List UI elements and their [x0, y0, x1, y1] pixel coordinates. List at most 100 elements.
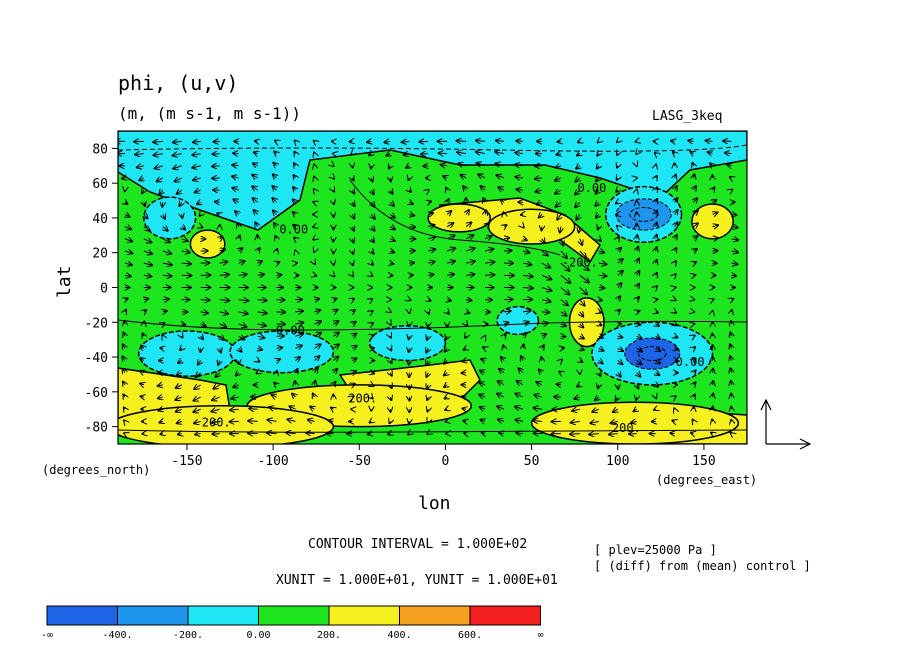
wind-vector: [579, 274, 589, 282]
colorbar-swatch: [469, 605, 541, 626]
wind-vector: [200, 300, 210, 301]
wind-vector: [675, 361, 678, 362]
wind-vector: [713, 381, 714, 385]
wind-vector: [252, 175, 257, 178]
wind-vector: [656, 324, 659, 326]
wind-vector: [352, 358, 356, 360]
wind-vector: [293, 225, 295, 227]
wind-vector: [213, 154, 220, 155]
wind-vector: [386, 154, 390, 156]
wind-vector: [445, 397, 448, 398]
wind-vector: [182, 336, 183, 337]
wind-vector: [295, 311, 302, 312]
wind-vector: [481, 420, 485, 422]
wind-vector: [464, 348, 467, 349]
wind-vector: [560, 299, 568, 306]
contour-label: 200.: [612, 421, 641, 435]
wind-vector: [656, 223, 657, 227]
wind-vector: [144, 299, 148, 300]
wind-vector: [596, 178, 599, 181]
wind-vector: [163, 323, 165, 324]
wind-vector: [515, 165, 524, 166]
wind-vector: [144, 214, 148, 218]
wind-vector: [634, 409, 637, 411]
wind-vector: [212, 166, 220, 167]
wind-vector: [295, 369, 297, 373]
y-tick-label: 40: [92, 212, 108, 227]
wind-vector: [238, 324, 247, 327]
wind-vector: [371, 385, 373, 386]
x-axis-label: lon: [418, 493, 451, 514]
wind-vector: [539, 369, 542, 372]
wind-vector: [178, 361, 182, 363]
wind-vector: [462, 408, 466, 409]
y-tick-label: 0: [100, 282, 108, 297]
negative-region: [143, 196, 197, 240]
wind-vector: [182, 227, 185, 230]
wind-vector: [713, 369, 714, 373]
wind-vector: [219, 324, 227, 327]
colorbar-swatch: [187, 605, 259, 626]
wind-vector: [504, 238, 509, 239]
wind-vector: [694, 223, 698, 226]
wind-vector: [258, 261, 262, 263]
wind-vector: [673, 152, 675, 154]
wind-vector: [458, 163, 467, 165]
wind-vector: [125, 202, 127, 204]
wind-vector: [181, 263, 191, 264]
wind-vector: [163, 311, 167, 312]
wind-vector: [238, 300, 249, 301]
wind-vector: [706, 141, 713, 142]
note-plev: [ plev=25000 Pa ]: [594, 543, 717, 557]
wind-vector: [352, 190, 354, 193]
wind-vector: [539, 214, 542, 217]
wind-vector: [173, 154, 182, 156]
wind-vector: [485, 275, 494, 276]
wind-vector: [694, 249, 697, 251]
wind-vector: [384, 141, 391, 142]
wind-vector: [125, 310, 126, 312]
wind-vector: [257, 274, 265, 275]
wind-vector: [694, 262, 697, 263]
colorbar: -∞ -400. -200. 0.00 200. 400. 600. ∞: [41, 605, 544, 641]
wind-vector: [599, 300, 602, 301]
wind-vector: [672, 421, 674, 422]
wind-vector: [485, 223, 489, 227]
positive-region: [118, 405, 335, 444]
wind-vector: [173, 141, 182, 142]
wind-vector: [173, 166, 182, 169]
wind-vector: [708, 152, 713, 154]
wind-vector: [124, 239, 132, 242]
wind-vector: [314, 344, 320, 348]
wind-vector: [195, 190, 201, 192]
wind-vector: [631, 421, 637, 422]
wind-vector: [580, 361, 583, 362]
wind-vector: [580, 299, 585, 306]
wind-vector: [220, 249, 225, 251]
wind-vector: [560, 250, 567, 258]
wind-vector: [333, 178, 334, 179]
wind-vector: [426, 361, 428, 365]
wind-vector: [179, 202, 181, 206]
wind-vector: [577, 154, 580, 156]
wind-vector: [503, 212, 504, 214]
wind-vector: [730, 356, 731, 360]
wind-vector: [370, 421, 372, 422]
wind-vector: [482, 433, 485, 434]
wind-vector: [556, 154, 560, 155]
wind-vector: [181, 251, 190, 253]
contour-label: 200.: [202, 416, 231, 430]
wind-vector: [577, 385, 580, 387]
wind-vector: [570, 434, 580, 435]
wind-vector: [352, 334, 356, 337]
wind-vector: [599, 239, 601, 241]
wind-vector: [254, 152, 258, 153]
wind-vector: [211, 409, 220, 411]
y-tick-label: 80: [92, 142, 108, 157]
wind-vector: [176, 385, 182, 388]
positive-region: [691, 203, 734, 240]
wind-vector: [275, 141, 277, 142]
wind-vector: [560, 274, 571, 283]
wind-vector: [637, 348, 642, 351]
wind-vector: [428, 237, 435, 239]
